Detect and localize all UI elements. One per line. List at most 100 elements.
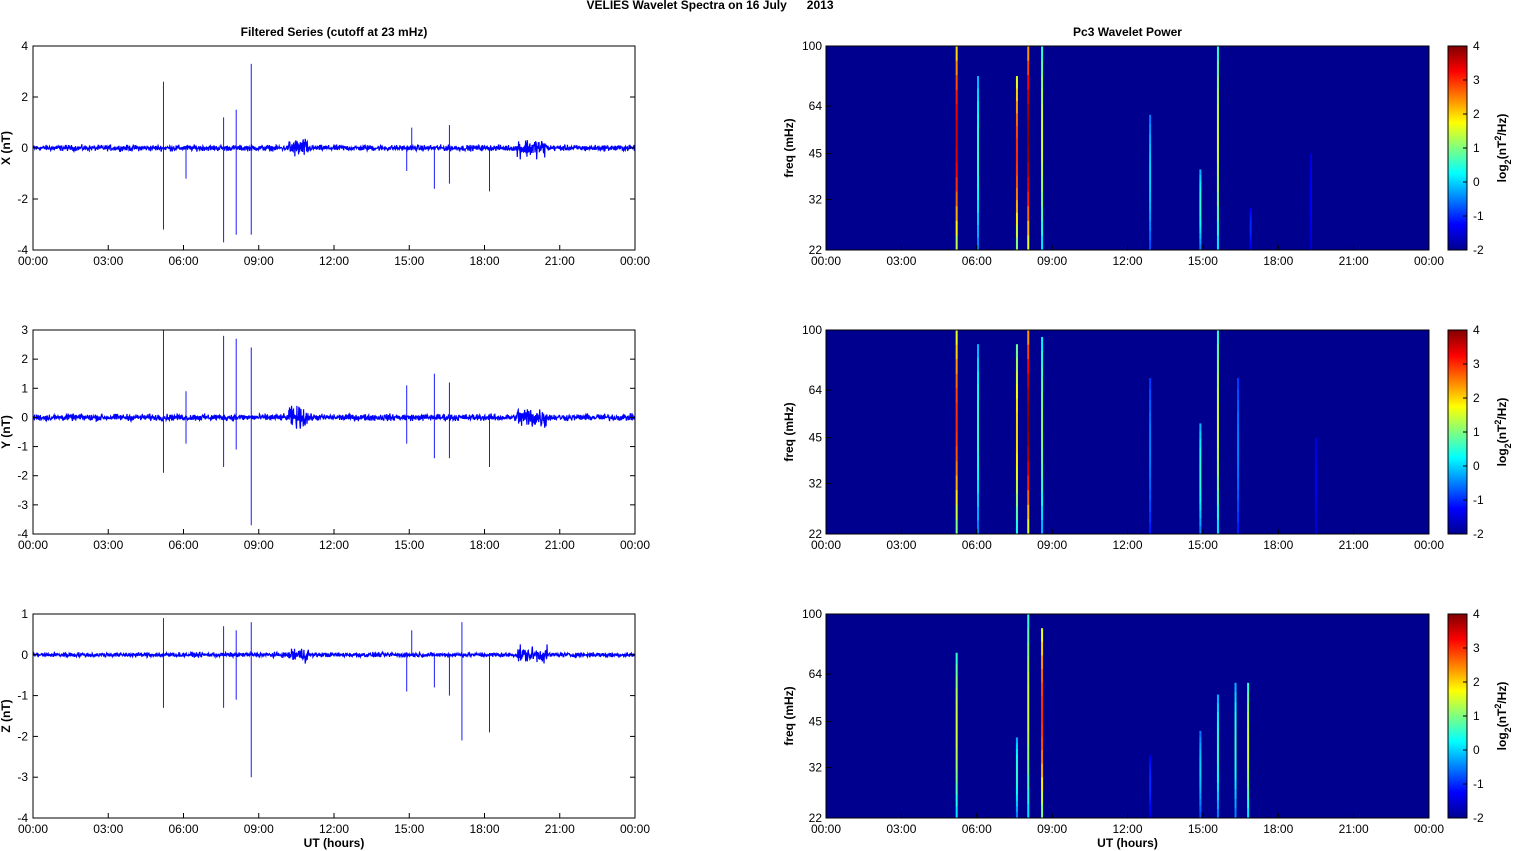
colorbar-x-tick-label: 3: [1473, 73, 1480, 87]
series-y-xtick-label: 03:00: [93, 538, 123, 552]
colorbar-z-tick-label: -2: [1473, 811, 1484, 825]
wavelet-y-xtick-label: 00:00: [1414, 538, 1444, 552]
colorbar-x-tick-label: -2: [1473, 243, 1484, 257]
series-y-xtick-label: 21:00: [545, 538, 575, 552]
series-z-xtick-label: 03:00: [93, 822, 123, 836]
series-z-ytick-label: 1: [21, 607, 28, 621]
colorbar-z-tick-label: 2: [1473, 675, 1480, 689]
series-y-ytick-label: 2: [21, 352, 28, 366]
colorbar-y-tick-label: -2: [1473, 527, 1484, 541]
colorbar-x: -2 -1 0 1 2 3 4 log2(nT2/Hz): [1447, 39, 1513, 257]
series-x-ylabel: X (nT): [0, 131, 13, 165]
series-z-ytick-label: -4: [17, 811, 28, 825]
wavelet-x-xtick-label: 12:00: [1112, 254, 1142, 268]
colorbar-z-tick-label: 1: [1473, 709, 1480, 723]
wavelet-x-xtick-label: 03:00: [886, 254, 916, 268]
series-x-ytick-label: 4: [21, 39, 28, 53]
series-z-ylabel: Z (nT): [0, 699, 13, 732]
wavelet-y-plot: 22 32 45 64 100 freq (mHz): [782, 323, 1430, 541]
wavelet-x-plot: 22 32 45 64 100 freq (mHz): [782, 39, 1430, 257]
series-z-ytick-label: -1: [17, 689, 28, 703]
left-xlabel: UT (hours): [304, 836, 365, 850]
wavelet-y-ytick-label: 64: [809, 383, 823, 397]
wavelet-z-ytick-label: 64: [809, 667, 823, 681]
wavelet-x-ylabel: freq (mHz): [782, 118, 796, 177]
series-y-line: [33, 405, 635, 429]
wavelet-y-xtick-label: 15:00: [1188, 538, 1218, 552]
wavelet-x-background: [826, 46, 1429, 250]
colorbar-z-tick-label: 4: [1473, 607, 1480, 621]
wavelet-z-xtick-label: 12:00: [1112, 822, 1142, 836]
wavelet-y-ytick-label: 32: [809, 477, 823, 491]
wavelet-z-xtick-label: 18:00: [1263, 822, 1293, 836]
wavelet-z-plot: 22 32 45 64 100 freq (mHz): [782, 607, 1430, 825]
series-y-xtick-label: 00:00: [620, 538, 650, 552]
right-xlabel: UT (hours): [1097, 836, 1158, 850]
wavelet-y-xtick-label: 21:00: [1339, 538, 1369, 552]
colorbar-x-tick-label: 2: [1473, 107, 1480, 121]
wavelet-z-xtick-label: 00:00: [1414, 822, 1444, 836]
wavelet-x-xtick-label: 06:00: [962, 254, 992, 268]
series-z-ytick-label: 0: [21, 648, 28, 662]
wavelet-y-xtick-label: 06:00: [962, 538, 992, 552]
series-z-xtick-label: 06:00: [168, 822, 198, 836]
wavelet-x-ytick-label: 64: [809, 99, 823, 113]
wavelet-z-ytick-label: 100: [802, 607, 822, 621]
series-x-xtick-label: 03:00: [93, 254, 123, 268]
series-y-xtick-label: 18:00: [469, 538, 499, 552]
wavelet-x-xtick-label: 21:00: [1339, 254, 1369, 268]
colorbar-y-tick-label: 0: [1473, 459, 1480, 473]
series-z-plot: -4 -3 -2 -1 0 1 Z (nT): [0, 607, 636, 825]
series-y-xtick-label: 15:00: [394, 538, 424, 552]
series-x-xtick-label: 06:00: [168, 254, 198, 268]
wavelet-x-xtick-label: 18:00: [1263, 254, 1293, 268]
wavelet-x-ytick-label: 32: [809, 193, 823, 207]
colorbar-y-tick-label: 4: [1473, 323, 1480, 337]
colorbar-x-tick-label: -1: [1473, 209, 1484, 223]
colorbar-z-tick-label: -1: [1473, 777, 1484, 791]
series-z-xtick-label: 09:00: [244, 822, 274, 836]
colorbar-y-tick-label: 1: [1473, 425, 1480, 439]
wavelet-x-ytick-label: 22: [809, 243, 823, 257]
wavelet-y-xtick-label: 00:00: [811, 538, 841, 552]
series-z-xtick-label: 21:00: [545, 822, 575, 836]
series-z-ytick-label: -3: [17, 770, 28, 784]
series-x-xtick-label: 15:00: [394, 254, 424, 268]
series-x-xtick-label: 00:00: [18, 254, 48, 268]
series-z-line: [33, 644, 635, 664]
series-z-xtick-label: 15:00: [394, 822, 424, 836]
series-z-xtick-label: 00:00: [620, 822, 650, 836]
series-x-xtick-label: 21:00: [545, 254, 575, 268]
series-x-xtick-label: 00:00: [620, 254, 650, 268]
series-y-xtick-label: 09:00: [244, 538, 274, 552]
wavelet-z-xtick-label: 15:00: [1188, 822, 1218, 836]
series-y-ytick-label: 1: [21, 381, 28, 395]
wavelet-z-ytick-label: 45: [809, 715, 823, 729]
series-y-ytick-label: -3: [17, 498, 28, 512]
wavelet-x-xtick-label: 00:00: [811, 254, 841, 268]
series-y-ytick-label: 3: [21, 323, 28, 337]
colorbar-y-label: log2(nT2/Hz): [1493, 398, 1513, 467]
series-x-xtick-label: 18:00: [469, 254, 499, 268]
colorbar-y-tick-label: -1: [1473, 493, 1484, 507]
wavelet-x-xtick-label: 00:00: [1414, 254, 1444, 268]
colorbar-z: -2 -1 0 1 2 3 4 log2(nT2/Hz): [1447, 607, 1513, 825]
colorbar-x-tick-label: 4: [1473, 39, 1480, 53]
wavelet-x-xtick-label: 15:00: [1188, 254, 1218, 268]
series-y-ytick-label: -4: [17, 527, 28, 541]
colorbar-z-tick-label: 0: [1473, 743, 1480, 757]
colorbar-y-tick-label: 2: [1473, 391, 1480, 405]
series-y-ytick-label: -1: [17, 440, 28, 454]
series-x-ytick-label: 2: [21, 90, 28, 104]
series-y-ylabel: Y (nT): [0, 415, 13, 449]
wavelet-y-ytick-label: 100: [802, 323, 822, 337]
wavelet-y-ylabel: freq (mHz): [782, 402, 796, 461]
colorbar-x-tick-label: 0: [1473, 175, 1480, 189]
wavelet-z-background: [826, 614, 1429, 818]
series-x-ytick-label: 0: [21, 141, 28, 155]
left-title: Filtered Series (cutoff at 23 mHz): [241, 25, 428, 39]
series-y-plot: -4 -3 -2 -1 0 1 2 3 Y (nT): [0, 323, 636, 541]
right-title: Pc3 Wavelet Power: [1073, 25, 1182, 39]
colorbar-y-tick-label: 3: [1473, 357, 1480, 371]
